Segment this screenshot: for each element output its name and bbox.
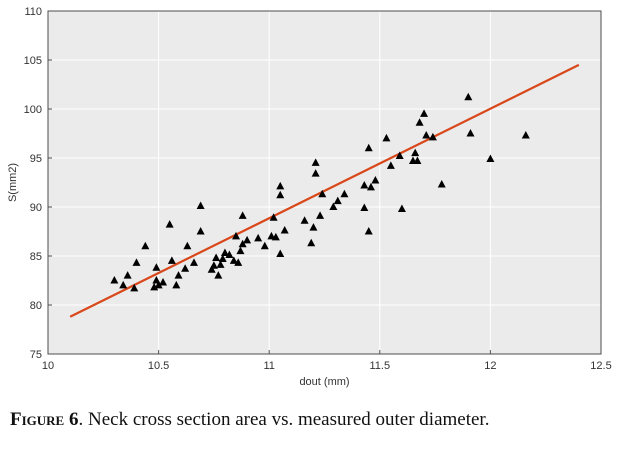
data-point-triangle xyxy=(260,241,269,250)
data-point-triangle xyxy=(276,190,285,199)
data-point-triangle xyxy=(236,246,245,255)
x-axis-label: dout (mm) xyxy=(299,376,349,388)
data-point-triangle xyxy=(316,211,325,219)
data-point-triangle xyxy=(422,130,431,139)
y-tick-label: 95 xyxy=(30,153,42,165)
y-tick-label: 90 xyxy=(30,202,42,214)
y-tick-label: 85 xyxy=(30,251,42,263)
data-point-triangle xyxy=(360,203,369,211)
data-point-triangle xyxy=(364,227,373,235)
data-point-triangle xyxy=(464,92,473,101)
data-point-triangle xyxy=(386,161,395,169)
data-point-triangle xyxy=(371,176,380,184)
data-point-triangle xyxy=(123,271,132,279)
data-point-triangle xyxy=(280,226,289,234)
data-point-triangle xyxy=(141,241,150,250)
x-tick-label: 11 xyxy=(263,360,274,372)
data-point-triangle xyxy=(165,220,174,228)
fit-line xyxy=(69,63,580,318)
data-point-triangle xyxy=(318,189,327,198)
y-tick-label: 105 xyxy=(24,55,42,67)
data-point-triangle xyxy=(238,211,247,219)
data-point-triangle xyxy=(420,109,429,117)
data-point-triangle xyxy=(167,256,176,264)
y-tick-label: 100 xyxy=(24,104,42,116)
data-point-triangle xyxy=(232,231,241,240)
data-point-triangle xyxy=(196,227,205,235)
data-point-triangle xyxy=(209,261,218,269)
data-point-triangle xyxy=(181,264,190,272)
data-point-triangle xyxy=(183,241,192,250)
data-point-triangle xyxy=(364,143,373,152)
data-point-triangle xyxy=(466,129,475,137)
chart-figure: 10 10.5 11 11.5 12 12.5 75 80 85 90 95 100 105 110 do… xyxy=(7,6,612,388)
data-point-triangle xyxy=(220,248,229,257)
data-point-triangle xyxy=(271,232,280,241)
data-point-triangle xyxy=(243,235,252,244)
data-point-triangle xyxy=(413,156,422,164)
data-point-triangle xyxy=(130,283,139,292)
figure-caption: Figure 6. Neck cross section area vs. me… xyxy=(10,408,610,432)
data-point-triangle xyxy=(360,180,369,189)
data-point-triangle xyxy=(132,258,141,266)
data-point-triangle xyxy=(196,201,205,210)
data-point-triangle xyxy=(309,223,318,231)
data-point-triangle xyxy=(174,271,183,279)
data-point-triangle xyxy=(152,263,161,271)
data-point-triangle xyxy=(159,277,168,286)
data-point-triangle xyxy=(225,250,234,259)
data-point-triangle xyxy=(269,213,278,221)
data-point-triangle xyxy=(218,254,227,262)
data-point-triangle xyxy=(486,154,495,162)
data-point-triangle xyxy=(333,196,342,205)
y-tick-label: 110 xyxy=(24,6,42,18)
data-point-triangle xyxy=(415,118,424,126)
data-point-triangle xyxy=(329,202,338,210)
data-point-triangle xyxy=(311,169,320,177)
y-tick-label: 80 xyxy=(30,300,42,312)
data-point-triangle xyxy=(311,158,320,166)
data-point-triangle xyxy=(437,179,446,188)
data-point-triangle xyxy=(238,239,247,248)
x-tick-label: 12.5 xyxy=(590,360,611,372)
scatter-plot: 10 10.5 11 11.5 12 12.5 75 80 85 90 95 100 105 110 do… xyxy=(7,6,612,388)
figure-caption-label: Figure 6 xyxy=(10,409,79,430)
data-point-triangle xyxy=(411,148,420,157)
data-point-triangle xyxy=(207,265,216,273)
data-point-triangle xyxy=(276,249,285,258)
data-point-triangle xyxy=(110,276,119,284)
plot-area xyxy=(48,11,601,354)
data-point-triangle xyxy=(395,151,404,160)
data-point-triangle xyxy=(229,256,238,264)
plot-frame xyxy=(47,10,602,355)
figure-caption-text: . Neck cross section area vs. measured o… xyxy=(78,409,490,430)
data-point-triangle xyxy=(340,189,349,198)
y-tick-label: 75 xyxy=(30,349,42,361)
data-point-triangle xyxy=(150,282,159,291)
x-tick-label: 10.5 xyxy=(148,360,169,372)
data-point-triangle xyxy=(212,253,221,261)
x-tick-label: 10 xyxy=(42,360,54,372)
data-point-triangle xyxy=(300,216,309,224)
data-point-triangle xyxy=(214,271,223,279)
data-point-triangle xyxy=(189,258,198,266)
data-point-triangle xyxy=(428,132,437,141)
data-point-triangle xyxy=(366,182,375,191)
y-axis-label: S(mm2) xyxy=(7,163,19,202)
data-point-triangle xyxy=(119,280,128,289)
data-point-triangle xyxy=(154,280,163,289)
data-point-triangle xyxy=(307,238,316,247)
data-point-triangle xyxy=(521,130,530,139)
data-point-triangle xyxy=(216,260,225,268)
data-point-triangle xyxy=(382,133,391,142)
data-point-triangle xyxy=(397,204,406,212)
x-tick-label: 11.5 xyxy=(370,360,391,372)
data-point-triangle xyxy=(276,181,285,190)
x-tick-label: 12 xyxy=(484,360,496,372)
data-point-triangle xyxy=(254,233,263,242)
data-point-triangle xyxy=(172,280,181,289)
data-point-triangle xyxy=(234,258,243,266)
